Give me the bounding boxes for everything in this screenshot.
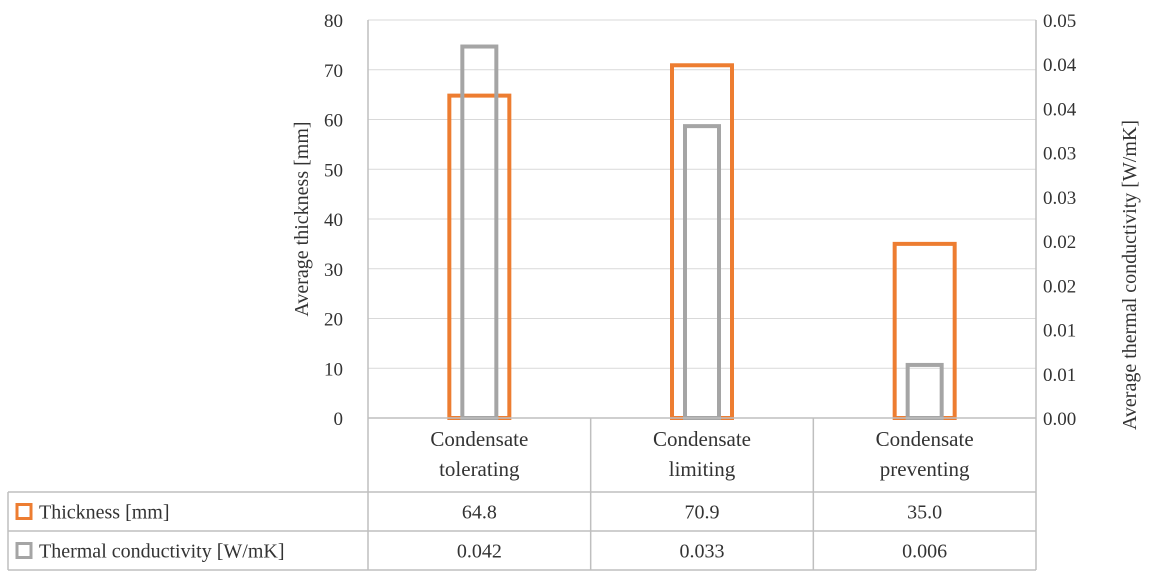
table-value: 0.042 [457, 541, 502, 563]
right-tick-label: 0.04 [1043, 99, 1077, 120]
category-label: preventing [880, 457, 970, 481]
category-label: Condensate [876, 427, 974, 451]
bar-thermal-conductivity [905, 362, 944, 420]
category-label: Condensate [653, 427, 751, 451]
left-tick-label: 10 [324, 359, 343, 380]
category-label: limiting [669, 457, 736, 481]
bar-thermal-conductivity [460, 44, 499, 421]
table-value: 64.8 [462, 502, 497, 524]
table-value: 70.9 [685, 502, 720, 524]
left-tick-label: 50 [324, 160, 343, 181]
bar-thermal-conductivity [683, 124, 721, 420]
bar-thickness [892, 241, 957, 420]
right-tick-label: 0.00 [1043, 409, 1076, 430]
left-tick-label: 40 [324, 210, 343, 231]
right-tick-label: 0.04 [1043, 55, 1077, 76]
series-name: Thermal conductivity [W/mK] [39, 541, 284, 563]
right-tick-label: 0.01 [1043, 321, 1076, 342]
right-tick-label: 0.02 [1043, 232, 1076, 253]
left-tick-label: 80 [324, 11, 343, 32]
right-axis-title: Average thermal conductivity [W/mK] [1119, 120, 1141, 430]
right-tick-label: 0.01 [1043, 365, 1076, 386]
category-label: tolerating [439, 457, 520, 481]
left-axis-title: Average thickness [mm] [291, 121, 313, 316]
left-tick-label: 70 [324, 61, 343, 82]
right-tick-label: 0.05 [1043, 11, 1076, 32]
legend-key [15, 503, 33, 520]
bar-thickness [670, 63, 734, 421]
right-tick-label: 0.03 [1043, 144, 1076, 165]
left-tick-label: 20 [324, 310, 343, 331]
legend-key [15, 542, 33, 559]
left-tick-label: 30 [324, 260, 343, 281]
category-label: Condensate [430, 427, 528, 451]
table-value: 35.0 [907, 502, 942, 524]
series-name: Thickness [mm] [39, 502, 170, 524]
right-tick-label: 0.02 [1043, 276, 1076, 297]
table-value: 0.006 [902, 541, 947, 563]
right-tick-label: 0.03 [1043, 188, 1076, 209]
left-tick-label: 60 [324, 111, 343, 132]
bar-thickness [447, 93, 512, 421]
left-tick-label: 0 [334, 409, 344, 430]
table-value: 0.033 [680, 541, 725, 563]
